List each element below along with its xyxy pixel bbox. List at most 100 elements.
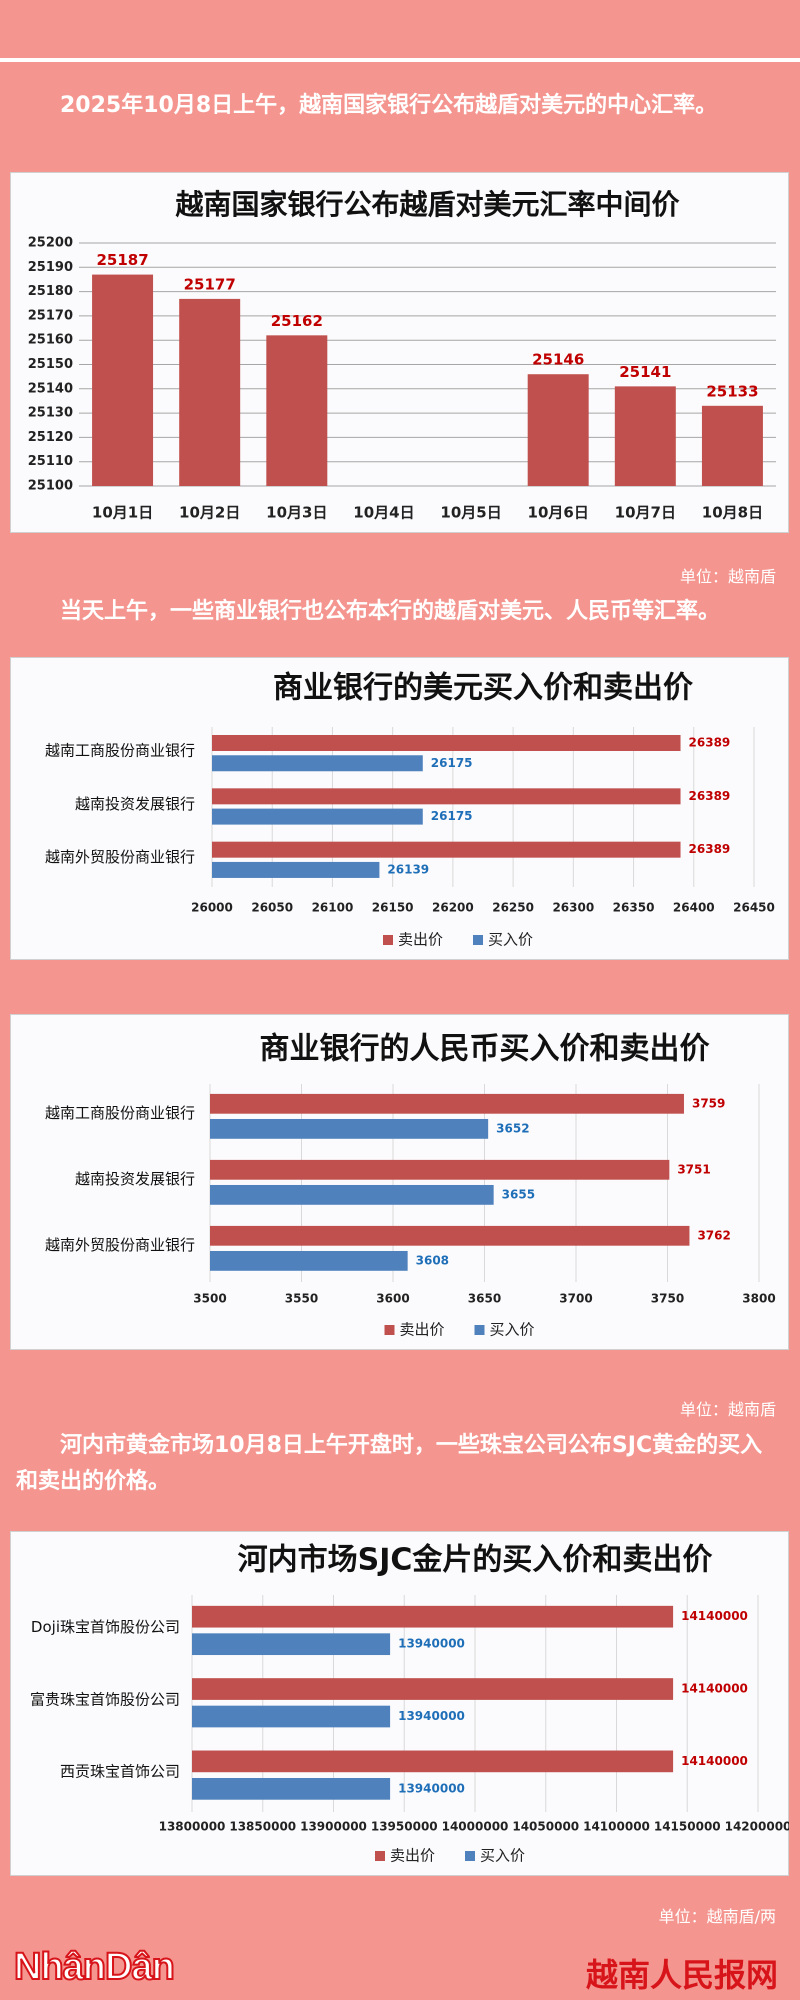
x-tick-label: 3750	[651, 1292, 684, 1306]
value-label: 3751	[677, 1162, 710, 1176]
x-tick-label: 26300	[552, 901, 594, 915]
value-label: 25146	[532, 351, 584, 369]
x-tick-label: 14150000	[654, 1820, 721, 1834]
bar	[192, 1678, 674, 1700]
bar	[212, 755, 423, 772]
bar	[192, 1605, 674, 1628]
value-label: 14140000	[681, 1609, 748, 1623]
x-tick-label: 10月7日	[615, 504, 676, 522]
x-tick-label: 13800000	[159, 1820, 226, 1834]
y-tick-label: 25120	[28, 430, 73, 445]
value-label: 26389	[689, 736, 731, 750]
x-tick-label: 3500	[193, 1292, 226, 1306]
x-tick-label: 26000	[191, 901, 233, 915]
chart-frame	[10, 172, 789, 533]
bar	[210, 1225, 690, 1246]
category-label: Doji珠宝首饰股份公司	[31, 1618, 180, 1636]
category-label: 越南外贸股份商业银行	[45, 848, 195, 866]
paragraph: 河内市黄金市场10月8日上午开盘时，一些珠宝公司公布SJC黄金的买入和卖出的价格…	[16, 1433, 763, 1494]
y-tick-label: 25200	[28, 236, 73, 251]
x-tick-label: 3600	[376, 1292, 409, 1306]
chart-title: 越南国家银行公布越盾对美元汇率中间价	[175, 188, 680, 221]
x-tick-label: 3700	[559, 1292, 592, 1306]
x-tick-label: 10月6日	[528, 504, 589, 522]
y-tick-label: 25160	[28, 333, 73, 348]
x-tick-label: 13950000	[371, 1820, 438, 1834]
bar	[192, 1633, 391, 1656]
value-label: 3759	[692, 1096, 725, 1110]
divider	[0, 58, 800, 62]
bar	[92, 274, 154, 486]
bar	[212, 735, 681, 751]
x-tick-label: 26250	[492, 901, 534, 915]
bar	[614, 386, 676, 486]
logo: 越南人民报网	[585, 1956, 778, 1994]
bar	[527, 374, 589, 486]
legend-swatch	[465, 1851, 475, 1861]
legend-swatch	[375, 1851, 385, 1861]
chart-title: 商业银行的人民币买入价和卖出价	[260, 1032, 710, 1067]
x-tick-label: 10月5日	[440, 504, 501, 522]
bar	[212, 841, 681, 858]
value-label: 25133	[706, 382, 758, 400]
category-label: 富贵珠宝首饰股份公司	[30, 1690, 180, 1708]
bar	[212, 788, 681, 805]
paragraph: 2025年10月8日上午，越南国家银行公布越盾对美元的中心汇率。	[60, 93, 718, 118]
chart-frame	[10, 1014, 789, 1350]
x-tick-label: 10月8日	[702, 504, 763, 522]
legend-label: 买入价	[488, 931, 533, 949]
x-tick-label: 26350	[613, 901, 655, 915]
category-label: 越南工商股份商业银行	[45, 1104, 195, 1122]
bar	[701, 405, 763, 486]
x-tick-label: 10月3日	[266, 504, 327, 522]
x-tick-label: 10月1日	[92, 504, 153, 522]
x-tick-label: 14000000	[442, 1820, 509, 1834]
chart-frame	[10, 657, 789, 960]
category-label: 越南工商股份商业银行	[45, 742, 195, 760]
value-label: 3608	[416, 1253, 449, 1267]
value-label: 3762	[697, 1228, 730, 1242]
bar	[266, 335, 328, 486]
logo: NhânDân	[13, 1945, 176, 1989]
x-tick-label: 26100	[312, 901, 354, 915]
x-tick-label: 3800	[742, 1292, 775, 1306]
chart-title: 商业银行的美元买入价和卖出价	[273, 671, 693, 706]
value-label: 13940000	[398, 1709, 465, 1723]
legend-swatch	[474, 1325, 485, 1335]
bar	[212, 808, 423, 825]
y-tick-label: 25100	[28, 479, 73, 494]
bar	[210, 1118, 489, 1139]
value-label: 14140000	[681, 1754, 748, 1768]
chart: 商业银行的人民币买入价和卖出价 3500 3550 3600 3650 3700 3750 3…	[10, 1014, 789, 1350]
x-tick-label: 3550	[285, 1292, 318, 1306]
value-label: 13940000	[398, 1781, 465, 1795]
bar	[179, 298, 241, 486]
category-label: 越南投资发展银行	[75, 1170, 195, 1188]
x-tick-label: 14200000	[725, 1820, 789, 1834]
legend-label: 卖出价	[398, 931, 443, 949]
value-label: 26389	[689, 789, 731, 803]
value-label: 25162	[271, 312, 323, 330]
bar	[210, 1250, 408, 1271]
value-label: 26175	[431, 809, 473, 823]
paragraph: 当天上午，一些商业银行也公布本行的越盾对美元、人民币等汇率。	[60, 599, 721, 624]
x-tick-label: 13850000	[229, 1820, 296, 1834]
bar	[212, 861, 380, 878]
value-label: 3655	[502, 1187, 535, 1201]
legend-swatch	[383, 935, 393, 945]
x-tick-label: 26050	[251, 901, 293, 915]
y-tick-label: 25130	[28, 406, 73, 421]
value-label: 25187	[96, 251, 148, 269]
value-label: 25141	[619, 363, 671, 381]
y-tick-label: 25140	[28, 381, 73, 396]
y-tick-label: 25110	[28, 454, 73, 469]
chart-title: 河内市场SJC金片的买入价和卖出价	[238, 1543, 713, 1578]
category-label: 越南投资发展银行	[75, 795, 195, 813]
value-label: 26139	[387, 862, 429, 876]
chart: 河内市场SJC金片的买入价和卖出价 13800000 13850000 1390000…	[10, 1531, 789, 1876]
legend-label: 卖出价	[390, 1847, 435, 1865]
x-tick-label: 10月2日	[179, 504, 240, 522]
value-label: 3652	[496, 1121, 529, 1135]
value-label: 14140000	[681, 1682, 748, 1696]
